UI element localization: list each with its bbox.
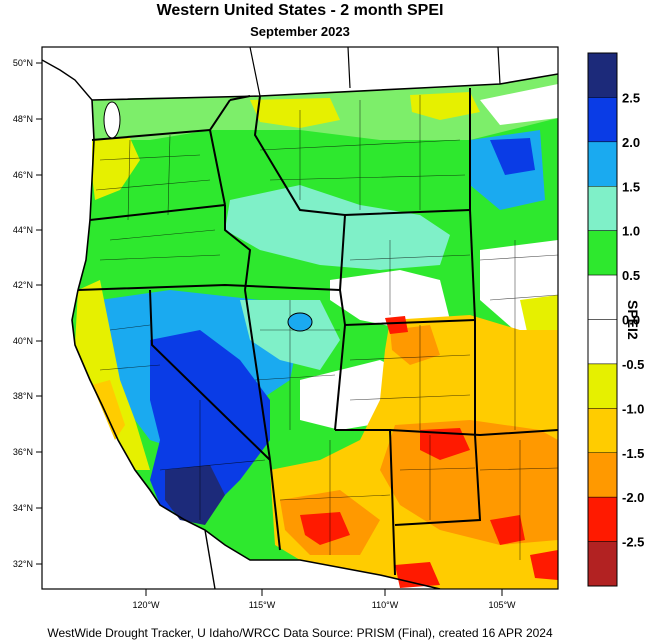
colorbar-label: 2.5 <box>622 90 640 105</box>
lat-label: 32°N <box>13 559 33 569</box>
canada-province-lines <box>249 47 501 97</box>
coastline <box>71 99 441 589</box>
colorbar-swatch <box>587 319 618 365</box>
colorbar-label: 1.5 <box>622 179 640 194</box>
colorbar-swatch <box>587 230 618 276</box>
colorbar <box>587 52 618 587</box>
lon-label: 105°W <box>488 600 516 610</box>
lat-label: 48°N <box>13 114 33 124</box>
state-borders <box>77 88 558 576</box>
lon-label: 115°W <box>249 600 276 610</box>
region-yellow-coast <box>75 280 150 470</box>
colorbar-swatch <box>587 274 618 320</box>
lat-label: 38°N <box>13 391 33 401</box>
region-gold-coast <box>92 380 125 440</box>
longitude-axis: 120°W 115°W 110°W 105°W <box>132 589 516 610</box>
canada-coast <box>42 59 93 101</box>
region-red-nm <box>420 428 470 460</box>
colorbar-label: -2.5 <box>622 535 644 550</box>
region-blue-montana <box>490 138 535 175</box>
colorbar-swatch <box>587 408 618 454</box>
region-orange-co <box>390 325 440 365</box>
colorbar-swatch <box>587 452 618 498</box>
colorbar-label: 0.0 <box>622 313 640 328</box>
region-red-se <box>530 550 558 580</box>
great-salt-lake <box>287 312 313 332</box>
county-borders <box>95 95 558 560</box>
lon-label: 120°W <box>132 600 160 610</box>
puget-sound <box>103 101 121 139</box>
colorbar-title: SPEI2 <box>625 300 641 340</box>
credit-line: WestWide Drought Tracker, U Idaho/WRCC D… <box>47 626 553 640</box>
colorbar-swatch <box>587 141 618 187</box>
latitude-axis: 50°N 48°N 46°N 44°N 42°N 40°N 38°N 36°N … <box>13 58 42 569</box>
map-title: Western United States - 2 month SPEI <box>156 2 444 19</box>
canada-border <box>91 73 558 101</box>
region-red-tx <box>490 515 525 545</box>
region-yellow-nw <box>92 138 140 200</box>
colorbar-label: 0.5 <box>622 268 640 283</box>
colorbar-label: -1.0 <box>622 401 644 416</box>
colorbar-label: -0.5 <box>622 357 644 372</box>
colorbar-labels: 2.5 2.0 1.5 1.0 0.5 0.0 -0.5 -1.0 -1.5 -2.0 -2.5 <box>622 90 644 549</box>
mexico-coast <box>204 529 216 589</box>
lat-label: 40°N <box>13 336 33 346</box>
region-red-az <box>300 512 350 545</box>
lat-label: 50°N <box>13 58 33 68</box>
map-frame <box>41 46 559 590</box>
lat-label: 46°N <box>13 170 33 180</box>
region-white-ne <box>480 84 558 125</box>
colorbar-swatch <box>587 363 618 409</box>
colorbar-frame <box>587 52 618 587</box>
lat-label: 34°N <box>13 503 33 513</box>
colorbar-label: -1.5 <box>622 446 644 461</box>
lat-label: 44°N <box>13 225 33 235</box>
map-subtitle: September 2023 <box>250 24 350 39</box>
colorbar-swatch <box>587 52 618 98</box>
colorbar-swatch <box>587 496 618 542</box>
colorbar-swatch <box>587 186 618 231</box>
colorbar-swatch <box>587 541 618 587</box>
map-area <box>42 47 558 589</box>
region-yellow-n <box>250 98 340 128</box>
region-red-co <box>385 316 408 334</box>
colorbar-label: 1.0 <box>622 224 640 239</box>
lon-label: 110°W <box>372 600 399 610</box>
region-yellow-ne <box>410 92 480 120</box>
region-aqua-idaho <box>225 185 450 270</box>
colorbar-swatch <box>587 97 618 143</box>
colorbar-label: 2.0 <box>622 135 640 150</box>
colorbar-label: -2.0 <box>622 490 644 505</box>
region-navy-socal <box>165 465 225 525</box>
lat-label: 42°N <box>13 280 33 290</box>
lat-label: 36°N <box>13 447 33 457</box>
